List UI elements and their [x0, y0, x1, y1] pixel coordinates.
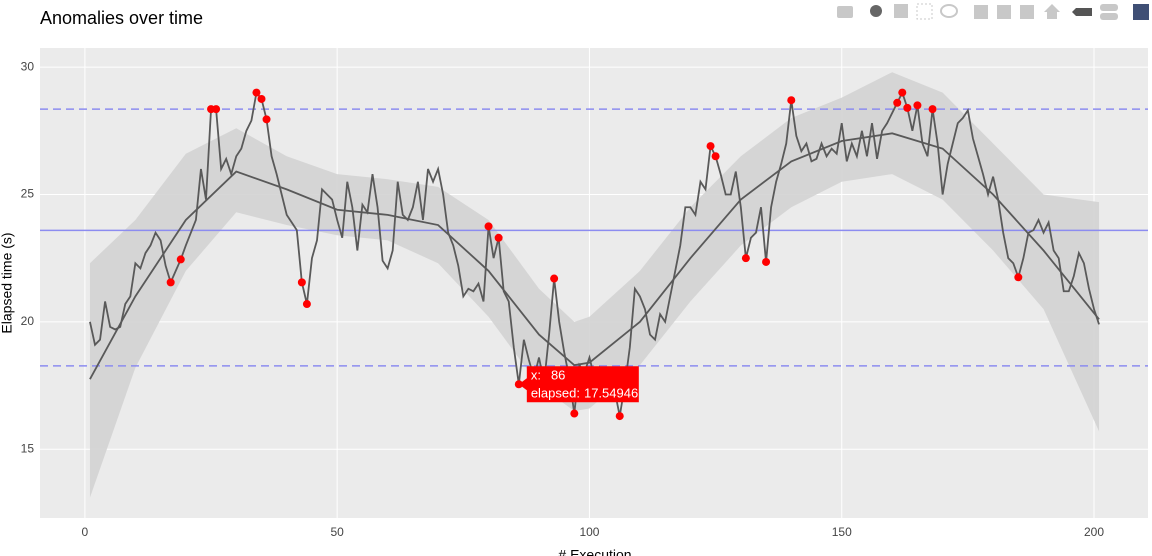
- anomaly-point: [706, 142, 715, 151]
- anomaly-point: [176, 255, 185, 264]
- anomaly-point: [484, 222, 493, 231]
- anomaly-point: [257, 94, 266, 103]
- anomaly-point: [1014, 273, 1023, 282]
- toolbar: [837, 3, 1149, 20]
- anomaly-point: [928, 105, 937, 114]
- chart-title: Anomalies over time: [40, 8, 203, 28]
- x-tick-label: 100: [579, 525, 599, 539]
- plot-background: [40, 48, 1148, 518]
- y-tick-label: 25: [21, 187, 35, 201]
- box-select-icon[interactable]: [916, 3, 933, 20]
- anomaly-point: [302, 300, 311, 309]
- confidence-band: [89, 72, 1100, 498]
- hover-closest-icon[interactable]: [1072, 8, 1092, 16]
- tooltip-text: elapsed: 17.54946: [531, 386, 638, 401]
- anomaly-point: [903, 103, 912, 112]
- anomaly-point: [762, 257, 771, 266]
- tooltip-y-label: elapsed:: [531, 386, 580, 401]
- reset-icon[interactable]: [1044, 4, 1060, 19]
- zoom-in-icon[interactable]: [974, 5, 988, 19]
- anomaly-point: [212, 105, 221, 114]
- pan-icon[interactable]: [894, 4, 908, 18]
- zoom-out-icon[interactable]: [997, 5, 1011, 19]
- tooltip-x-value: 86: [551, 368, 565, 383]
- anomaly-point: [913, 101, 922, 110]
- anomaly-point: [615, 412, 624, 421]
- anomaly-point: [711, 152, 720, 161]
- anomaly-point: [893, 98, 902, 107]
- tooltip-box: [518, 366, 639, 403]
- camera-icon[interactable]: [837, 6, 853, 18]
- anomaly-point: [262, 115, 271, 124]
- anomaly-point: [898, 88, 907, 97]
- anomaly-point: [494, 233, 503, 242]
- lasso-icon[interactable]: [940, 4, 958, 18]
- tooltip-y-value: 17.54946: [584, 386, 638, 401]
- plotly-logo[interactable]: [1133, 4, 1149, 20]
- tooltip-text: x: 86: [531, 368, 566, 383]
- autoscale-icon[interactable]: [1020, 5, 1034, 19]
- x-tick-label: 150: [832, 525, 852, 539]
- x-tick-label: 200: [1084, 525, 1104, 539]
- anomaly-point: [297, 278, 306, 287]
- anomaly-point: [787, 96, 796, 105]
- zoom-icon[interactable]: [870, 5, 882, 17]
- y-tick-label: 15: [21, 441, 35, 455]
- x-tick-label: 50: [331, 525, 345, 539]
- x-axis-title: # Execution: [558, 547, 631, 556]
- anomaly-point: [252, 88, 261, 97]
- x-tick-label: 0: [82, 525, 89, 539]
- anomaly-point: [570, 409, 579, 418]
- smooth-line: [89, 132, 1100, 380]
- hover-compare-icon-2[interactable]: [1100, 13, 1118, 20]
- anomaly-point: [550, 274, 559, 283]
- anomaly-point: [741, 254, 750, 263]
- tooltip: x: 86 elapsed: 17.54946: [518, 366, 639, 403]
- hover-compare-icon[interactable]: [1100, 4, 1118, 11]
- y-tick-label: 20: [21, 314, 35, 328]
- anomaly-point: [166, 278, 175, 287]
- tooltip-x-label: x:: [531, 368, 541, 383]
- anomaly-point: [514, 380, 523, 389]
- y-tick-label: 30: [21, 59, 35, 73]
- y-axis-title: Elapsed time (s): [0, 232, 15, 333]
